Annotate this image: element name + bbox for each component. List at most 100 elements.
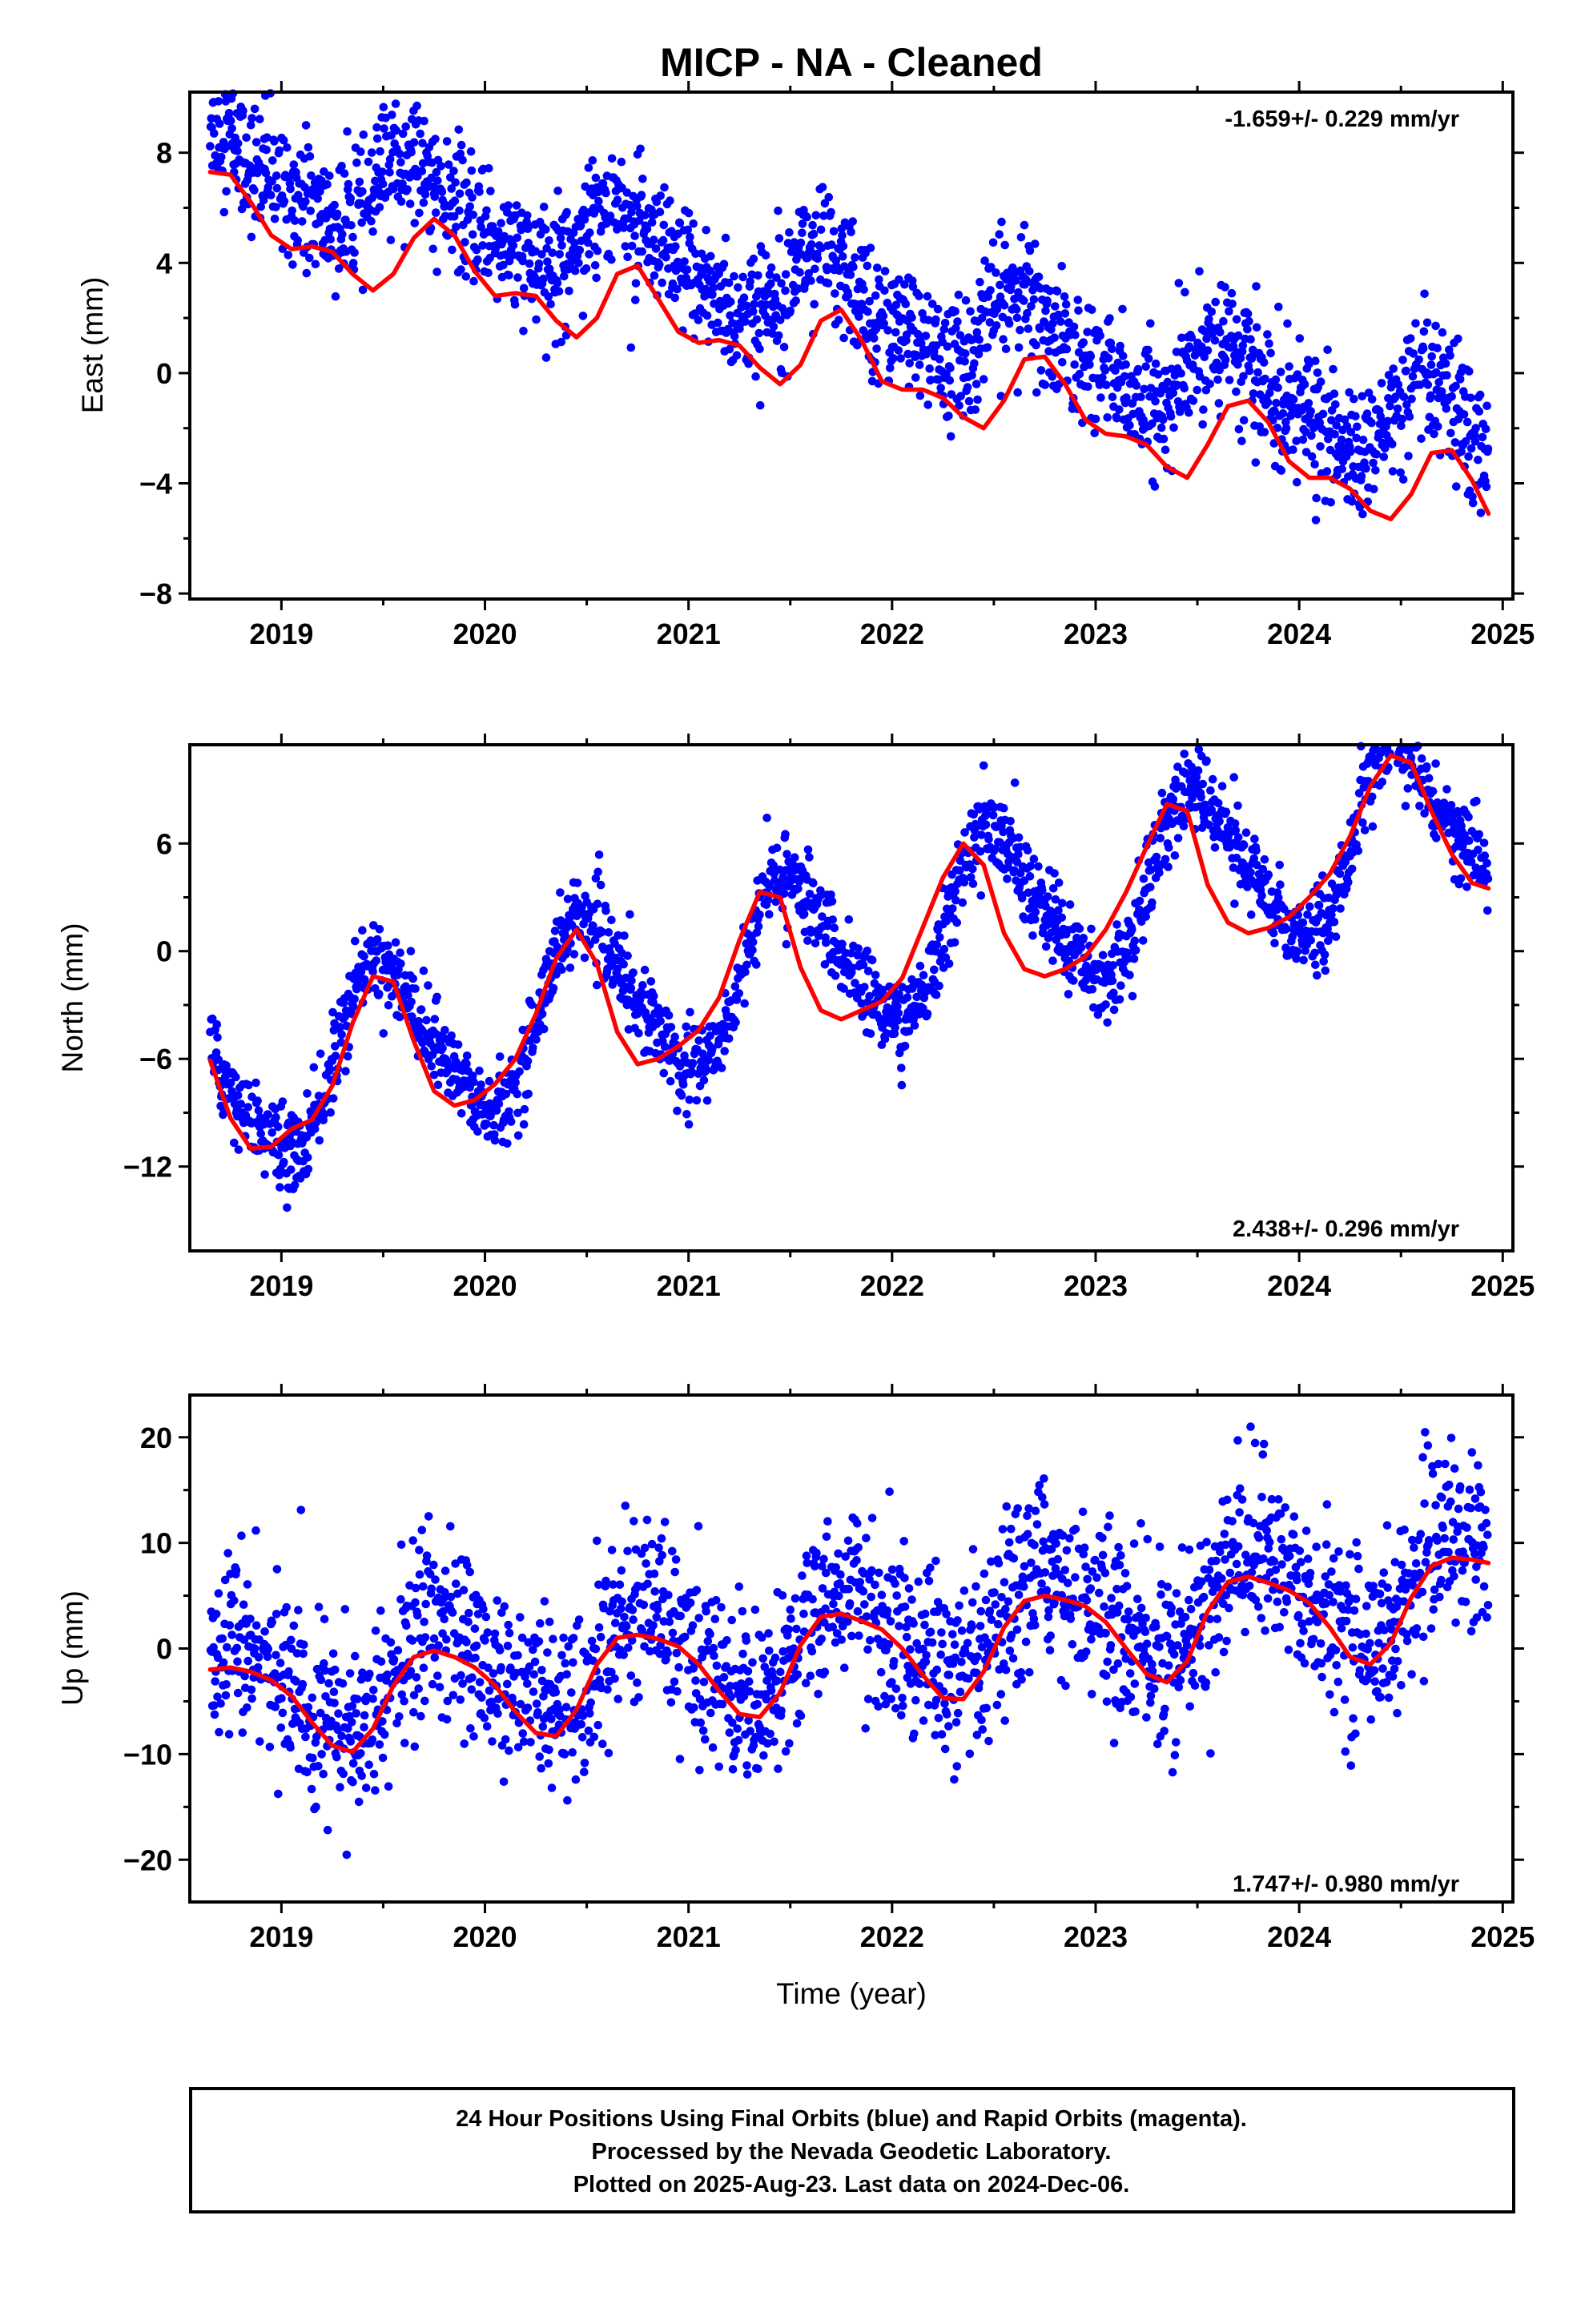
up-point	[586, 1698, 595, 1707]
east-point	[895, 275, 903, 284]
north-point	[805, 853, 814, 862]
up-point	[338, 1679, 348, 1688]
east-point	[396, 197, 406, 206]
east-point	[1352, 433, 1361, 443]
east-point	[255, 115, 264, 123]
north-point	[226, 1078, 235, 1088]
east-point	[1397, 421, 1406, 431]
up-point	[717, 1602, 726, 1612]
north-point	[1330, 918, 1339, 927]
up-point	[466, 1724, 475, 1733]
north-point	[375, 925, 384, 934]
east-point	[1058, 358, 1067, 367]
up-point	[738, 1649, 747, 1659]
east-point	[375, 203, 384, 212]
up-point	[551, 1687, 561, 1697]
north-point	[673, 1106, 682, 1116]
east-fit-line	[207, 170, 1491, 521]
east-point	[880, 286, 889, 296]
north-point	[263, 1110, 273, 1120]
north-point	[1054, 906, 1063, 915]
east-point	[1446, 351, 1454, 360]
north-point	[457, 1109, 466, 1118]
east-point	[1447, 392, 1456, 401]
east-point	[418, 139, 427, 148]
north-point	[1480, 851, 1490, 860]
up-point	[623, 1546, 632, 1556]
east-point	[1466, 444, 1476, 453]
up-point	[347, 1718, 356, 1727]
east-point	[589, 209, 599, 218]
up-point	[409, 1707, 418, 1717]
east-point	[1140, 384, 1148, 394]
north-point	[1054, 879, 1064, 887]
north-point	[702, 1096, 712, 1105]
up-point	[230, 1596, 239, 1605]
east-point	[931, 315, 940, 324]
north-point	[1465, 836, 1474, 845]
east-point	[869, 334, 879, 343]
up-point	[650, 1569, 659, 1578]
east-point	[570, 239, 579, 247]
east-point	[1450, 438, 1460, 447]
east-point	[988, 238, 998, 247]
east-point	[900, 280, 909, 289]
north-point	[280, 1157, 288, 1167]
east-point	[372, 123, 381, 132]
up-point	[591, 1644, 601, 1654]
east-point	[1281, 424, 1291, 432]
east-point	[412, 101, 421, 111]
north-point	[754, 922, 763, 931]
north-point	[328, 1094, 338, 1103]
east-point	[367, 216, 376, 226]
east-point	[219, 138, 228, 147]
east-point	[512, 201, 521, 210]
east-point	[1225, 376, 1234, 384]
up-point	[442, 1634, 451, 1644]
north-point	[948, 904, 957, 913]
east-point	[1295, 334, 1305, 343]
up-point	[414, 1684, 423, 1693]
east-point	[650, 235, 658, 244]
east-point	[1260, 428, 1269, 436]
north-point	[1431, 759, 1440, 768]
north-point	[320, 1110, 328, 1120]
east-point	[786, 306, 795, 316]
up-point	[274, 1789, 283, 1799]
north-point	[1116, 981, 1125, 990]
up-point	[706, 1630, 714, 1638]
north-point	[866, 1029, 875, 1038]
east-point	[1086, 352, 1096, 361]
east-point	[239, 107, 247, 115]
east-point	[819, 211, 828, 220]
east-point	[272, 183, 282, 193]
east-point	[1051, 302, 1060, 311]
up-point	[593, 1720, 602, 1730]
north-point	[684, 1120, 694, 1129]
north-point	[1217, 782, 1227, 790]
figure-title: MICP - NA - Cleaned	[660, 40, 1043, 85]
north-point	[627, 976, 636, 985]
east-point	[658, 235, 668, 245]
north-point	[482, 1120, 491, 1128]
north-x-tick-label: 2024	[1267, 1269, 1331, 1302]
east-point	[630, 231, 639, 240]
north-point	[1064, 990, 1073, 999]
east-point	[592, 273, 601, 283]
east-point	[543, 257, 552, 267]
east-point	[1273, 424, 1282, 432]
north-point	[659, 1068, 669, 1078]
up-point	[448, 1608, 457, 1617]
east-point	[593, 246, 602, 255]
north-point	[1108, 976, 1117, 985]
up-point	[429, 1560, 438, 1570]
north-point	[432, 992, 441, 1002]
east-x-tick-label: 2020	[453, 617, 517, 650]
east-point	[977, 313, 987, 323]
up-point	[603, 1685, 612, 1694]
east-point	[831, 289, 839, 298]
north-point	[429, 1070, 439, 1080]
east-point	[621, 242, 630, 251]
north-point	[1014, 833, 1024, 842]
east-point	[372, 134, 382, 143]
